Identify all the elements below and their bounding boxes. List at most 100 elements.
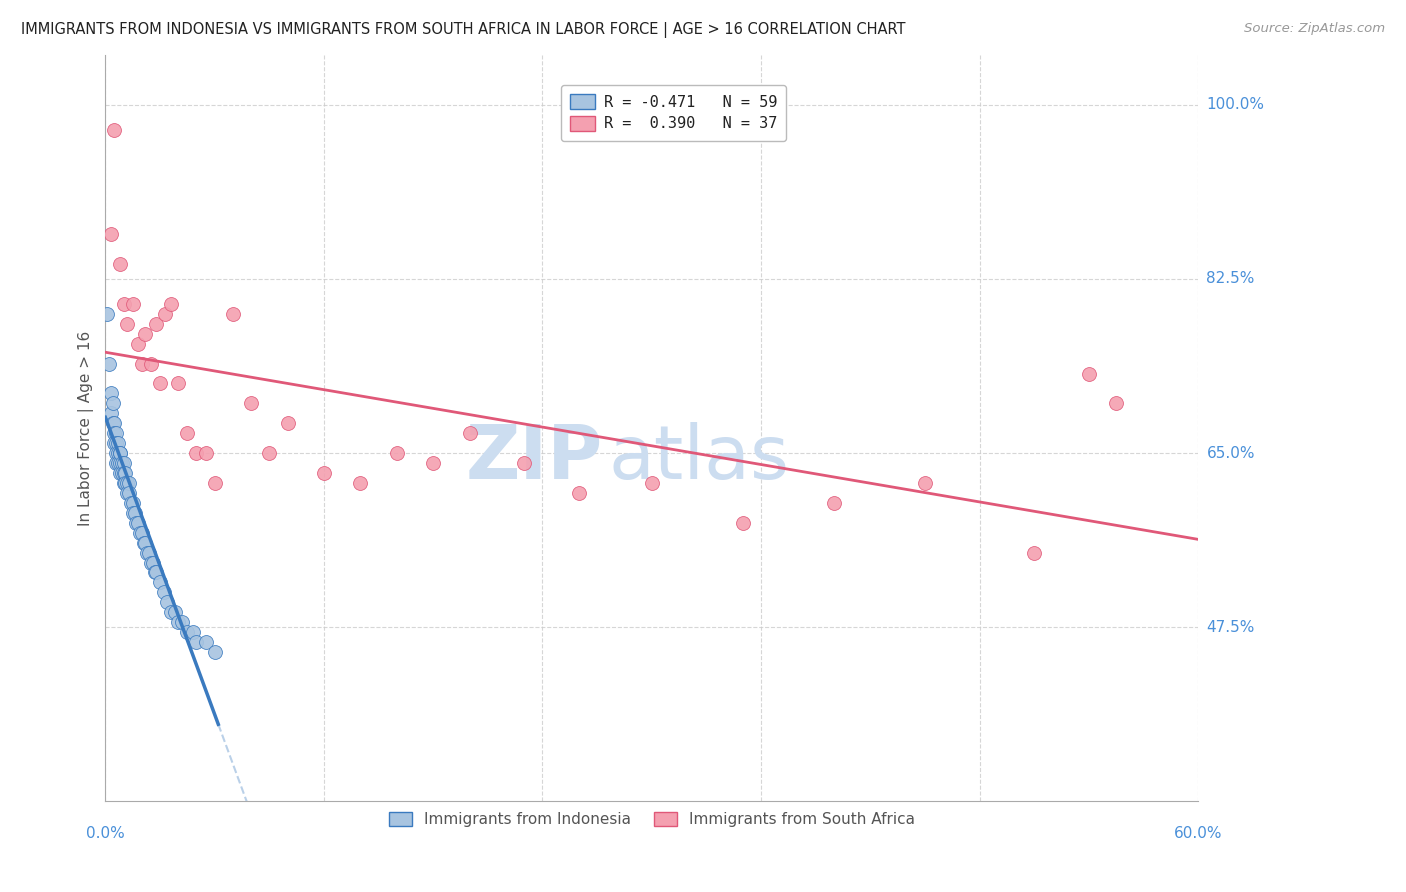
Point bbox=[112, 297, 135, 311]
Point bbox=[105, 436, 128, 450]
Point bbox=[114, 475, 136, 490]
Point bbox=[138, 545, 160, 559]
Text: IMMIGRANTS FROM INDONESIA VS IMMIGRANTS FROM SOUTH AFRICA IN LABOR FORCE | AGE >: IMMIGRANTS FROM INDONESIA VS IMMIGRANTS … bbox=[21, 22, 905, 38]
Point bbox=[121, 506, 143, 520]
Point bbox=[143, 566, 166, 580]
Point bbox=[167, 615, 190, 630]
Text: 100.0%: 100.0% bbox=[1206, 97, 1264, 112]
Text: atlas: atlas bbox=[607, 422, 789, 494]
Point bbox=[105, 456, 128, 470]
Point bbox=[139, 357, 162, 371]
Point bbox=[422, 456, 444, 470]
Point bbox=[204, 475, 226, 490]
Point bbox=[155, 307, 177, 321]
Point bbox=[163, 605, 186, 619]
Point bbox=[145, 317, 167, 331]
Point bbox=[170, 615, 193, 630]
Point bbox=[124, 506, 146, 520]
Point bbox=[240, 396, 263, 410]
Point bbox=[276, 417, 298, 431]
Point bbox=[129, 525, 152, 540]
Point bbox=[312, 466, 335, 480]
Point bbox=[914, 475, 936, 490]
Point bbox=[152, 585, 174, 599]
Point bbox=[194, 446, 217, 460]
Point bbox=[121, 496, 143, 510]
Point bbox=[115, 317, 138, 331]
Point bbox=[98, 357, 121, 371]
Point bbox=[100, 227, 122, 242]
Point bbox=[160, 297, 183, 311]
Point bbox=[131, 525, 153, 540]
Point bbox=[145, 566, 167, 580]
Text: 47.5%: 47.5% bbox=[1206, 620, 1254, 635]
Point bbox=[131, 357, 153, 371]
Point bbox=[194, 635, 217, 649]
Point bbox=[385, 446, 408, 460]
Point bbox=[101, 417, 124, 431]
Point bbox=[101, 396, 124, 410]
Point bbox=[568, 486, 591, 500]
Point bbox=[118, 475, 141, 490]
Point bbox=[107, 456, 129, 470]
Point bbox=[136, 545, 159, 559]
Point bbox=[186, 446, 208, 460]
Point bbox=[112, 456, 135, 470]
Point bbox=[222, 307, 245, 321]
Point bbox=[1024, 545, 1046, 559]
Point bbox=[96, 307, 118, 321]
Point bbox=[105, 426, 128, 441]
Text: ZIP: ZIP bbox=[465, 422, 603, 494]
Point bbox=[139, 556, 162, 570]
Point bbox=[132, 535, 155, 549]
Text: 82.5%: 82.5% bbox=[1206, 271, 1254, 286]
Point bbox=[458, 426, 481, 441]
Point bbox=[108, 446, 131, 460]
Point bbox=[108, 257, 131, 271]
Point bbox=[176, 625, 198, 640]
Point bbox=[127, 516, 149, 530]
Point bbox=[103, 426, 125, 441]
Point bbox=[112, 466, 135, 480]
Point bbox=[120, 496, 142, 510]
Point bbox=[731, 516, 754, 530]
Point bbox=[181, 625, 204, 640]
Point bbox=[176, 426, 198, 441]
Point bbox=[167, 376, 190, 391]
Point bbox=[349, 475, 371, 490]
Point bbox=[103, 417, 125, 431]
Point bbox=[114, 466, 136, 480]
Point bbox=[100, 406, 122, 420]
Point bbox=[112, 475, 135, 490]
Point bbox=[259, 446, 281, 460]
Point bbox=[823, 496, 845, 510]
Point bbox=[134, 326, 156, 341]
Point bbox=[1077, 367, 1099, 381]
Text: Source: ZipAtlas.com: Source: ZipAtlas.com bbox=[1244, 22, 1385, 36]
Y-axis label: In Labor Force | Age > 16: In Labor Force | Age > 16 bbox=[79, 331, 94, 526]
Point bbox=[121, 297, 143, 311]
Point bbox=[641, 475, 664, 490]
Point bbox=[115, 475, 138, 490]
Point bbox=[111, 466, 134, 480]
Point bbox=[186, 635, 208, 649]
Point bbox=[204, 645, 226, 659]
Text: 65.0%: 65.0% bbox=[1206, 446, 1256, 460]
Point bbox=[108, 466, 131, 480]
Point bbox=[105, 446, 128, 460]
Point bbox=[160, 605, 183, 619]
Point bbox=[108, 456, 131, 470]
Legend: Immigrants from Indonesia, Immigrants from South Africa: Immigrants from Indonesia, Immigrants fr… bbox=[381, 805, 922, 835]
Point bbox=[149, 376, 172, 391]
Point bbox=[127, 336, 149, 351]
Point bbox=[115, 486, 138, 500]
Point bbox=[108, 446, 131, 460]
Point bbox=[111, 456, 134, 470]
Point bbox=[107, 446, 129, 460]
Point bbox=[125, 516, 148, 530]
Point bbox=[134, 535, 156, 549]
Point bbox=[118, 486, 141, 500]
Point bbox=[103, 122, 125, 136]
Point bbox=[100, 386, 122, 401]
Text: 60.0%: 60.0% bbox=[1174, 826, 1222, 841]
